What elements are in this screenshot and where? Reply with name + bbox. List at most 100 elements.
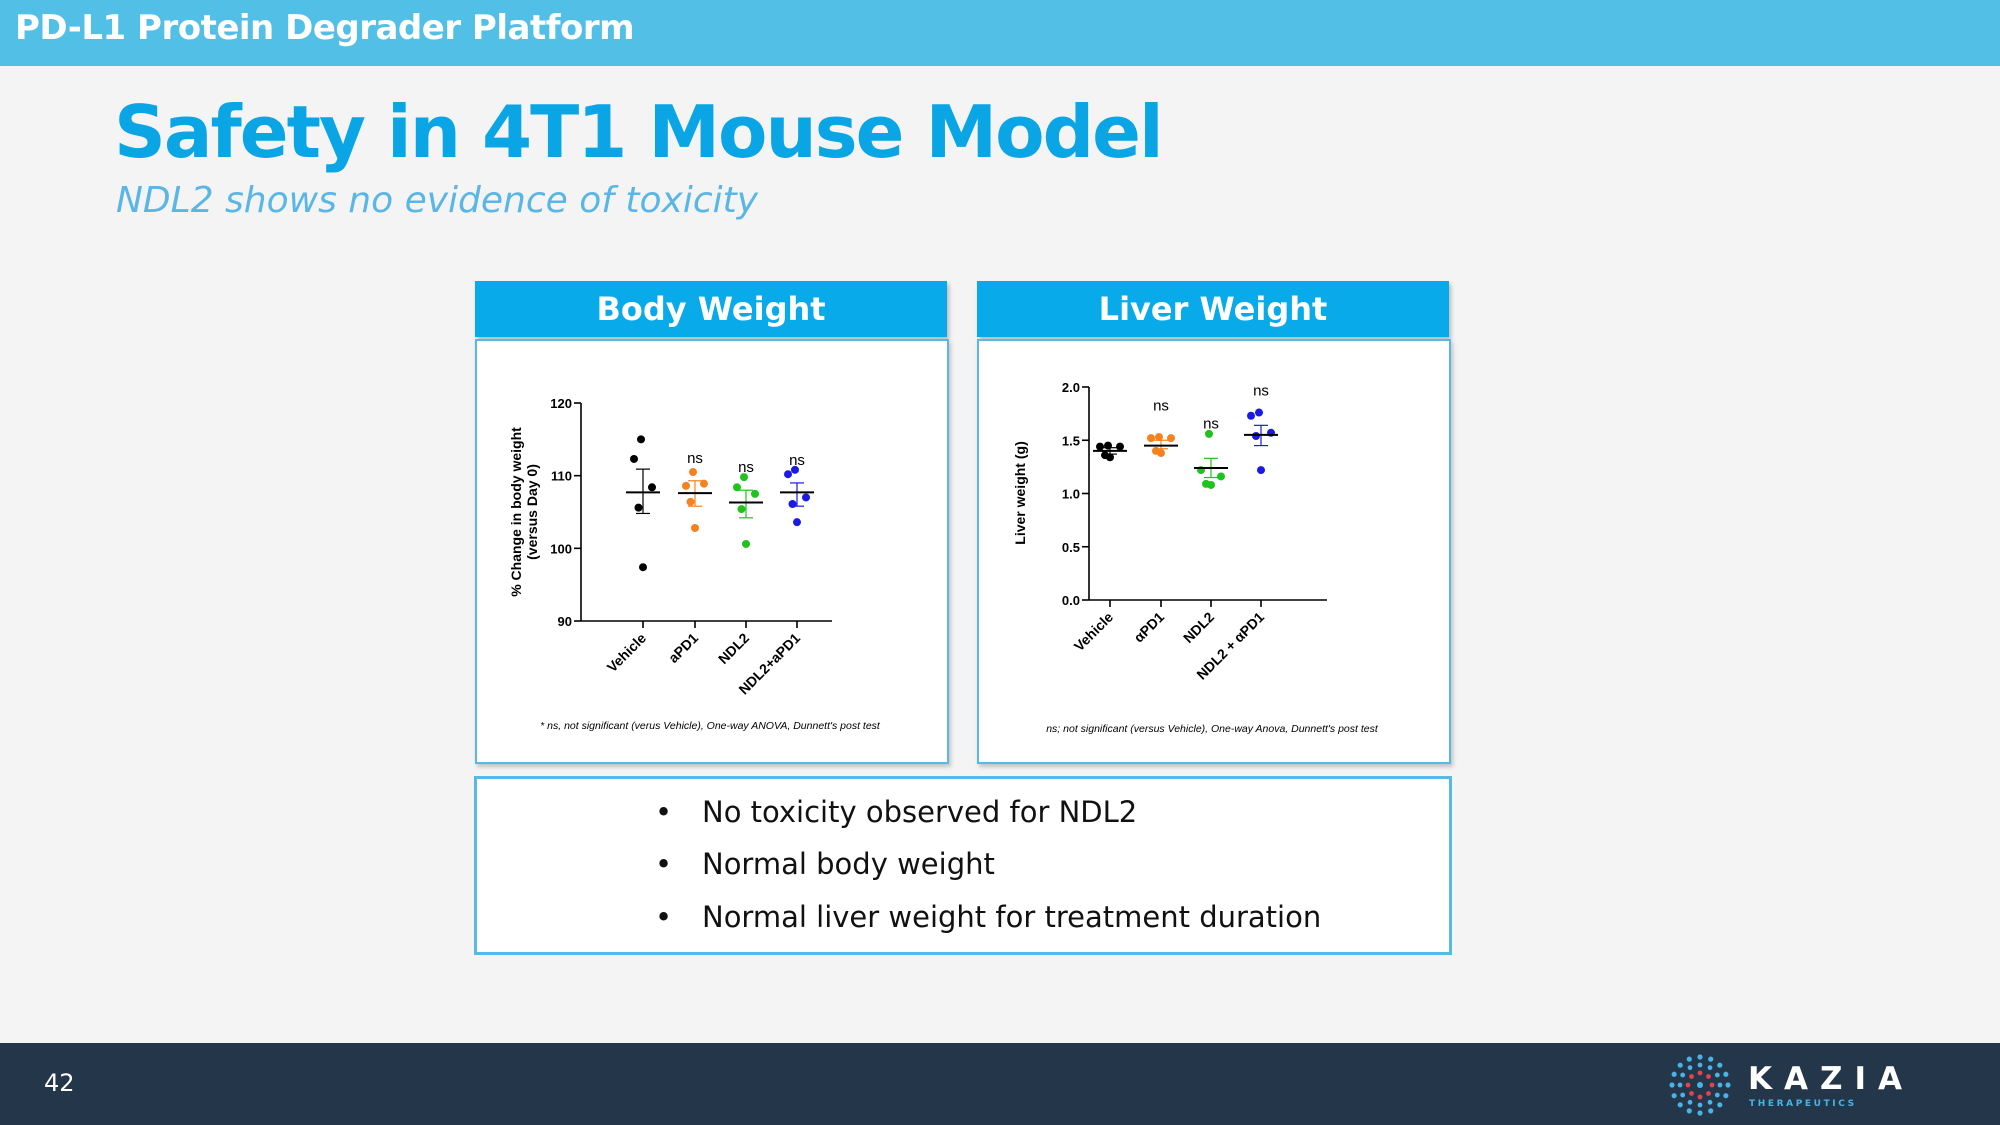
logo-dot xyxy=(1717,1062,1723,1068)
data-point xyxy=(634,503,643,512)
data-point xyxy=(1247,411,1255,420)
logo-dot xyxy=(1714,1092,1720,1098)
significance-label: ns xyxy=(687,450,703,467)
data-point xyxy=(733,483,741,492)
data-point xyxy=(648,483,656,492)
data-point xyxy=(1205,429,1213,438)
y-tick-label: 2.0 xyxy=(1062,380,1080,395)
logo-dot xyxy=(1680,1092,1686,1098)
data-point xyxy=(700,479,708,488)
logo-dot xyxy=(1677,1062,1683,1068)
significance-label: ns xyxy=(738,459,754,476)
logo-dot xyxy=(1706,1091,1711,1096)
page-number: 42 xyxy=(44,1069,75,1097)
chart-footnote: * ns, not significant (verus Vehicle), O… xyxy=(540,720,881,732)
logo-dot xyxy=(1709,1082,1715,1088)
x-tick-label: Vehicle xyxy=(1071,609,1117,655)
bullet-item: Normal body weight xyxy=(702,847,995,881)
logo-dot xyxy=(1697,1094,1703,1100)
logo-dot xyxy=(1708,1056,1714,1062)
data-point xyxy=(742,539,750,548)
data-point xyxy=(1147,434,1155,443)
bullet-marker: • xyxy=(655,900,673,934)
liver-weight-panel-header: Liver Weight xyxy=(977,281,1449,337)
y-tick-label: 110 xyxy=(551,469,572,484)
data-point xyxy=(1157,449,1165,458)
data-point xyxy=(802,493,810,502)
data-point xyxy=(1252,431,1260,440)
y-tick-label: 0.0 xyxy=(1062,593,1080,608)
y-tick-label: 100 xyxy=(550,541,572,556)
logo-dot xyxy=(1706,1074,1711,1079)
x-tick-label: aPD1 xyxy=(665,630,701,666)
data-point xyxy=(1106,453,1114,462)
logo-dot xyxy=(1680,1072,1686,1078)
data-point xyxy=(1155,433,1163,442)
x-tick-label: NDL2 xyxy=(715,630,752,667)
logo-dot xyxy=(1689,1074,1694,1079)
kazia-logo-icon xyxy=(1669,1054,1731,1116)
data-point xyxy=(691,523,699,532)
logo-dot xyxy=(1714,1072,1720,1078)
significance-label: ns xyxy=(789,452,805,469)
logo-dot xyxy=(1686,1056,1692,1062)
logo-dot xyxy=(1697,1054,1703,1060)
liver-weight-panel: 0.0 0.5 1.0 1.5 2.0 Liver weight (g) Vehicle αP… xyxy=(977,339,1451,764)
logo-dot xyxy=(1723,1093,1729,1099)
logo-dot xyxy=(1723,1071,1729,1077)
y-axis-label: (versus Day 0) xyxy=(524,464,540,560)
footer-bar: 42 KAZIA THERAPEUTICS xyxy=(0,1043,2000,1125)
data-point xyxy=(637,435,645,444)
logo-dot xyxy=(1708,1108,1714,1114)
logo-dot xyxy=(1697,1070,1703,1076)
x-tick-label: NDL2 xyxy=(1180,609,1217,646)
x-tick-label: αPD1 xyxy=(1130,609,1167,646)
logo-dot xyxy=(1677,1082,1683,1088)
bullet-marker: • xyxy=(655,795,673,829)
x-tick-label: Vehicle xyxy=(604,630,650,676)
y-tick-label: 120 xyxy=(550,396,572,411)
logo-dot xyxy=(1697,1082,1703,1088)
data-point xyxy=(793,518,801,527)
liver-weight-chart: 0.0 0.5 1.0 1.5 2.0 Liver weight (g) Vehicle αP… xyxy=(1012,380,1379,735)
data-point xyxy=(630,454,638,463)
data-point xyxy=(784,470,792,479)
body-weight-panel-header: Body Weight xyxy=(475,281,947,337)
logo-dot xyxy=(1689,1091,1694,1096)
data-point xyxy=(1255,408,1263,417)
logo-dot xyxy=(1707,1065,1713,1071)
logo-dot xyxy=(1717,1102,1723,1108)
data-point xyxy=(689,468,697,477)
y-tick-label: 1.5 xyxy=(1062,433,1080,448)
data-point xyxy=(686,497,695,506)
significance-label: ns xyxy=(1203,415,1219,432)
y-tick-label: 1.0 xyxy=(1062,487,1080,502)
slide-title: Safety in 4T1 Mouse Model xyxy=(114,90,1164,174)
bullet-marker: • xyxy=(655,847,673,881)
logo-dot xyxy=(1687,1099,1693,1105)
chart-footnote: ns; not significant (versus Vehicle), On… xyxy=(1046,723,1379,735)
logo-subtitle: THERAPEUTICS xyxy=(1749,1099,1857,1109)
data-point xyxy=(751,489,759,498)
data-point xyxy=(1096,442,1104,451)
logo-dot xyxy=(1697,1062,1703,1068)
data-point xyxy=(1116,442,1124,451)
logo-dot xyxy=(1669,1082,1675,1088)
data-point xyxy=(1207,480,1215,489)
body-weight-panel: 90 100 110 120 % Change in body weight (versu… xyxy=(475,339,949,764)
data-point xyxy=(1167,434,1175,443)
y-axis-label: Liver weight (g) xyxy=(1012,441,1028,544)
logo-dot xyxy=(1717,1082,1723,1088)
section-header-bar: PD-L1 Protein Degrader Platform xyxy=(0,0,2000,66)
logo-dot xyxy=(1685,1082,1691,1088)
significance-label: ns xyxy=(1253,382,1269,399)
logo-dot xyxy=(1677,1102,1683,1108)
data-point xyxy=(740,473,748,482)
slide-subtitle: NDL2 shows no evidence of toxicity xyxy=(116,180,759,221)
significance-label: ns xyxy=(1153,397,1169,414)
y-tick-label: 90 xyxy=(558,614,572,629)
data-point xyxy=(1104,441,1112,450)
body-weight-chart: 90 100 110 120 % Change in body weight (versu… xyxy=(508,396,881,732)
data-point xyxy=(791,465,799,474)
logo-dot xyxy=(1697,1110,1703,1116)
